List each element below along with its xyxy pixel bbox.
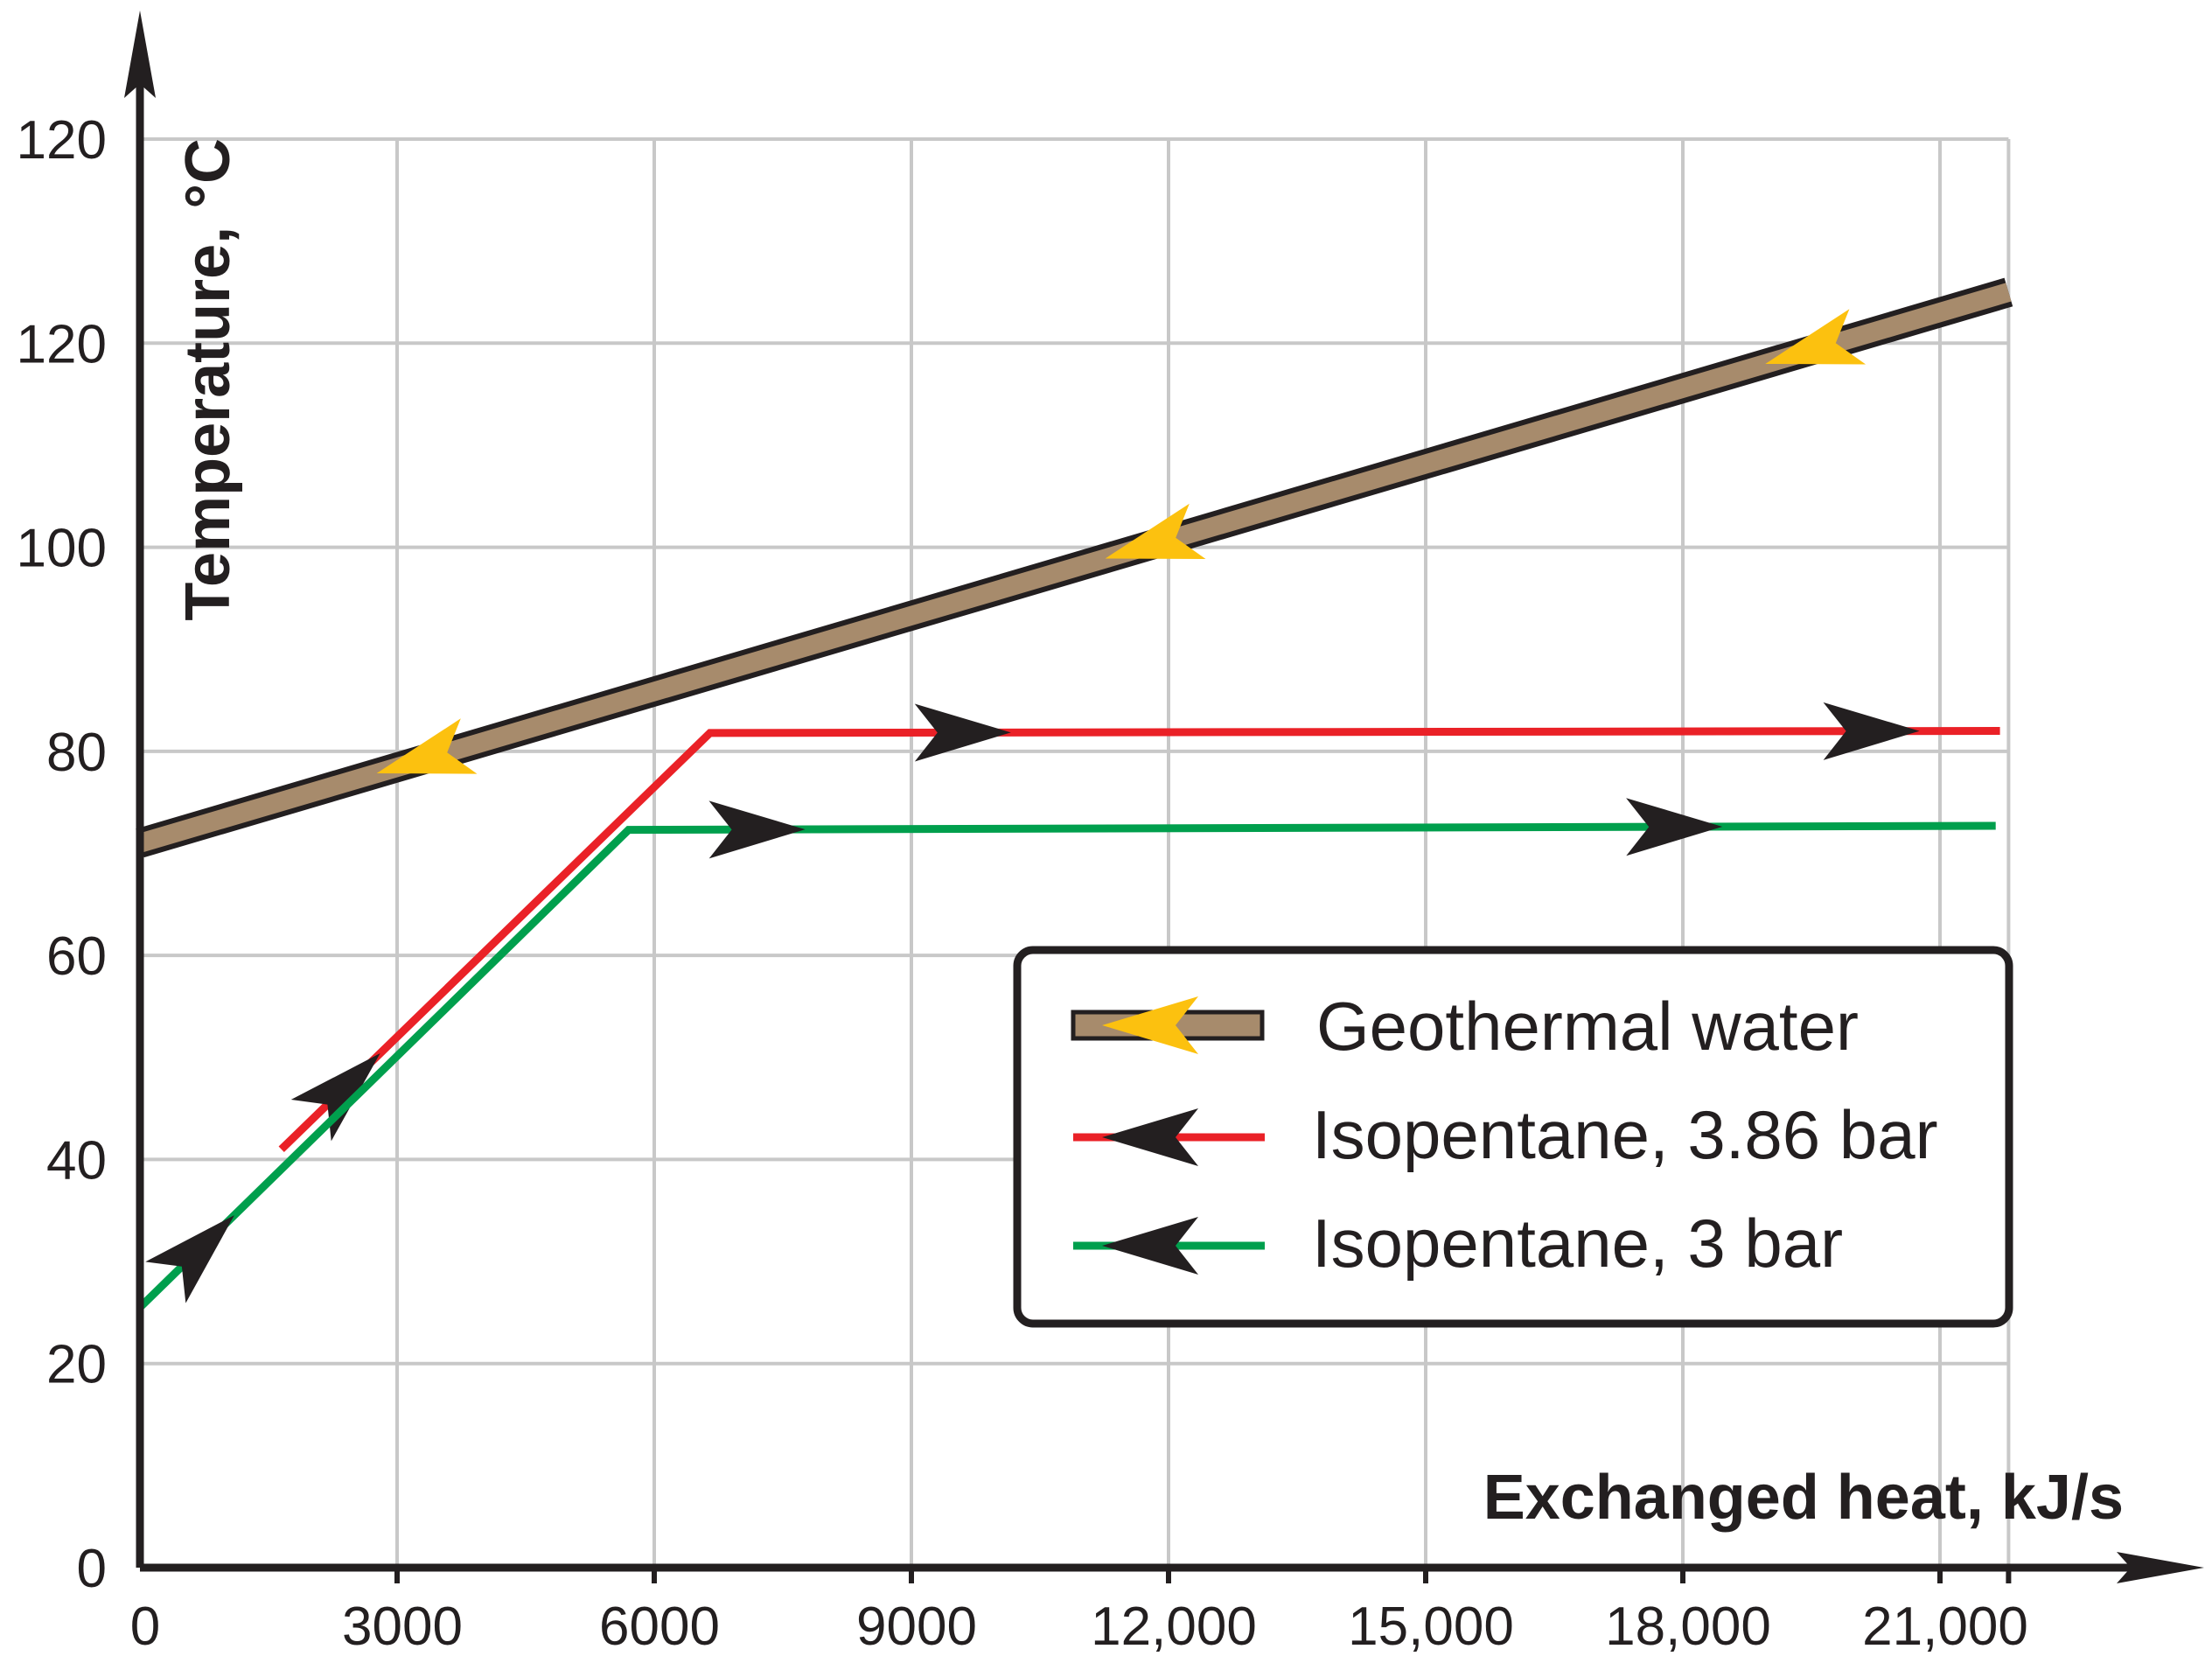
y-tick-label-7: 120 — [17, 110, 107, 171]
axes — [124, 10, 2204, 1583]
flow-arrow-isopentane-3-86-bar-2 — [1823, 702, 1920, 760]
y-axis-arrowhead — [124, 10, 156, 98]
x-tick-label-7: 21,000 — [1862, 1597, 2028, 1657]
flow-arrow-isopentane-3-bar-1 — [708, 800, 806, 859]
flow-arrow-isopentane-3-86-bar-1 — [914, 703, 1011, 762]
legend-arrow-isopentane-3-86-bar — [1102, 1108, 1198, 1166]
tick-labels: 0 3000 6000 9000 12,000 15,000 18,000 21,000 0 20… — [17, 110, 2028, 1657]
legend-label-isopentane-3-bar: Isopentane, 3 bar — [1312, 1205, 1843, 1282]
flow-arrow-isopentane-3-86-bar-0 — [290, 1053, 380, 1142]
flow-arrow-isopentane-3-bar-0 — [145, 1215, 234, 1303]
x-tick-label-6: 18,000 — [1605, 1597, 1771, 1657]
flow-arrow-geothermal-water-1 — [1105, 503, 1206, 559]
legend-arrow-isopentane-3-bar — [1102, 1217, 1198, 1275]
series-group — [136, 277, 2013, 1310]
x-tick-label-5: 15,000 — [1348, 1597, 1514, 1657]
y-tick-label-4: 80 — [46, 723, 107, 783]
y-axis-title: Temperature, °C — [173, 138, 243, 621]
flow-arrow-geothermal-water-2 — [1765, 309, 1867, 365]
legend-label-geothermal-water: Geothermal water — [1316, 988, 1859, 1065]
flow-arrow-isopentane-3-bar-2 — [1626, 798, 1723, 856]
series-line-isopentane-3-bar — [136, 821, 1996, 1310]
legend-arrow-geothermal-water — [1102, 996, 1198, 1054]
series-line-geothermal-water — [136, 283, 2012, 853]
y-tick-label-0: 0 — [77, 1539, 107, 1599]
x-tick-label-3: 9000 — [856, 1597, 977, 1657]
x-tick-label-0: 0 — [130, 1597, 160, 1657]
flow-arrow-geothermal-water-0 — [376, 718, 478, 774]
legend-label-isopentane-3-86-bar: Isopentane, 3.86 bar — [1312, 1096, 1938, 1173]
x-axis-title: Exchanged heat, kJ/s — [1483, 1463, 2124, 1533]
y-tick-label-3: 60 — [46, 926, 107, 987]
legend-box — [1013, 946, 2013, 1328]
y-tick-label-5: 100 — [17, 519, 107, 579]
x-tick-label-1: 3000 — [342, 1597, 463, 1657]
y-tick-label-1: 20 — [46, 1335, 107, 1395]
x-axis-arrowhead — [2117, 1552, 2204, 1583]
y-tick-label-6: 120 — [17, 314, 107, 374]
x-tick-label-4: 12,000 — [1091, 1597, 1257, 1657]
y-tick-label-2: 40 — [46, 1130, 107, 1191]
legend: Geothermal water Isopentane, 3.86 bar Is… — [1013, 946, 2013, 1328]
x-tick-label-2: 6000 — [599, 1597, 720, 1657]
series-line-isopentane-3-86-bar — [278, 727, 2000, 1152]
gridlines — [140, 137, 2011, 1568]
